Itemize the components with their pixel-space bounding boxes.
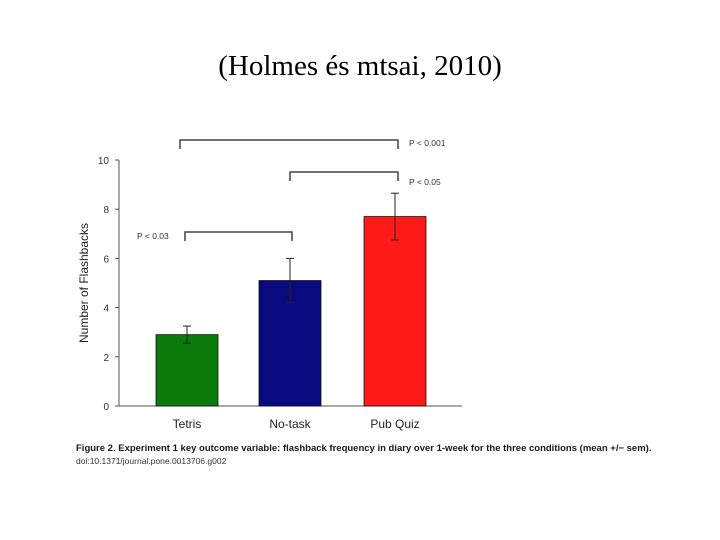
caption-doi: doi:10.1371/journal.pone.0013706.g002 xyxy=(76,456,227,466)
caption-text: Figure 2. Experiment 1 key outcome varia… xyxy=(76,443,652,454)
y-tick-label: 4 xyxy=(103,304,109,315)
y-tick-label: 6 xyxy=(103,254,109,265)
y-tick-label: 2 xyxy=(103,353,109,364)
category-label: No-task xyxy=(269,417,311,431)
p-value-label: P < 0.001 xyxy=(409,138,446,148)
y-tick-label: 0 xyxy=(103,402,109,413)
figure-caption: Figure 2. Experiment 1 key outcome varia… xyxy=(76,443,706,466)
y-tick-label: 8 xyxy=(103,205,109,216)
bar xyxy=(363,216,427,407)
category-label: Pub Quiz xyxy=(370,417,419,431)
y-axis-label: Number of Flashbacks xyxy=(77,223,91,343)
significance-bracket xyxy=(179,139,399,149)
bar xyxy=(155,334,219,407)
p-value-label: P < 0.03 xyxy=(137,231,169,241)
category-label: Tetris xyxy=(173,417,202,431)
significance-bracket xyxy=(289,171,399,181)
significance-bracket xyxy=(184,231,293,241)
p-value-label: P < 0.05 xyxy=(409,177,441,187)
slide-title: (Holmes és mtsai, 2010) xyxy=(218,50,502,82)
y-tick-label: 10 xyxy=(98,156,110,167)
